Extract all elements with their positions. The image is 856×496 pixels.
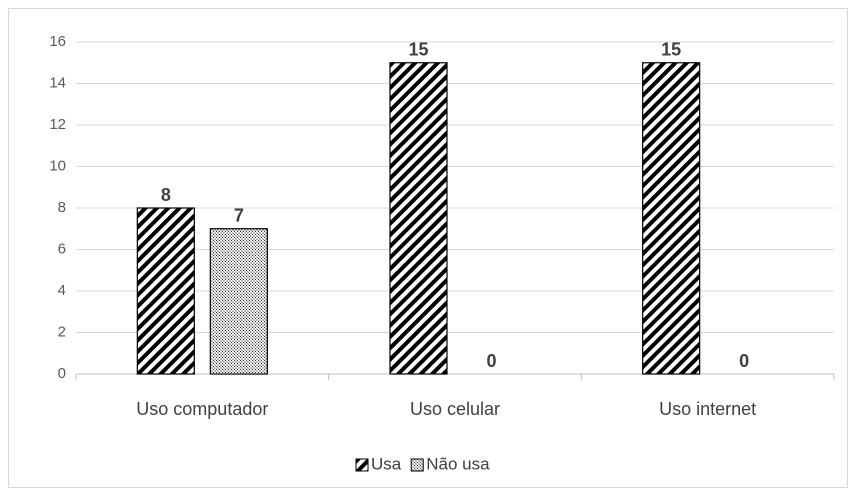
x-tick-label: Uso internet (659, 399, 756, 419)
legend-swatch (355, 458, 369, 472)
y-tick-label: 14 (49, 74, 66, 91)
legend-label: Não usa (426, 454, 490, 473)
value-label: 7 (234, 206, 244, 226)
y-tick-label: 16 (49, 33, 66, 50)
y-tick-label: 0 (58, 365, 66, 382)
bar (209, 228, 268, 375)
value-label: 8 (161, 185, 171, 205)
x-tick-label: Uso computador (136, 399, 268, 419)
legend-swatch (410, 458, 424, 472)
bar (136, 207, 195, 375)
legend-label: Usa (371, 454, 402, 473)
y-tick-label: 6 (58, 240, 66, 257)
y-tick-label: 10 (49, 157, 66, 174)
value-label: 0 (739, 351, 749, 371)
value-label: 15 (661, 40, 681, 60)
y-tick-label: 8 (58, 199, 66, 216)
bar (642, 62, 701, 375)
y-tick-label: 12 (49, 116, 66, 133)
value-label: 15 (408, 40, 428, 60)
y-tick-label: 4 (58, 282, 66, 299)
x-tick-label: Uso celular (410, 399, 500, 419)
value-label: 0 (486, 351, 496, 371)
y-tick-label: 2 (58, 323, 66, 340)
bar (389, 62, 448, 375)
